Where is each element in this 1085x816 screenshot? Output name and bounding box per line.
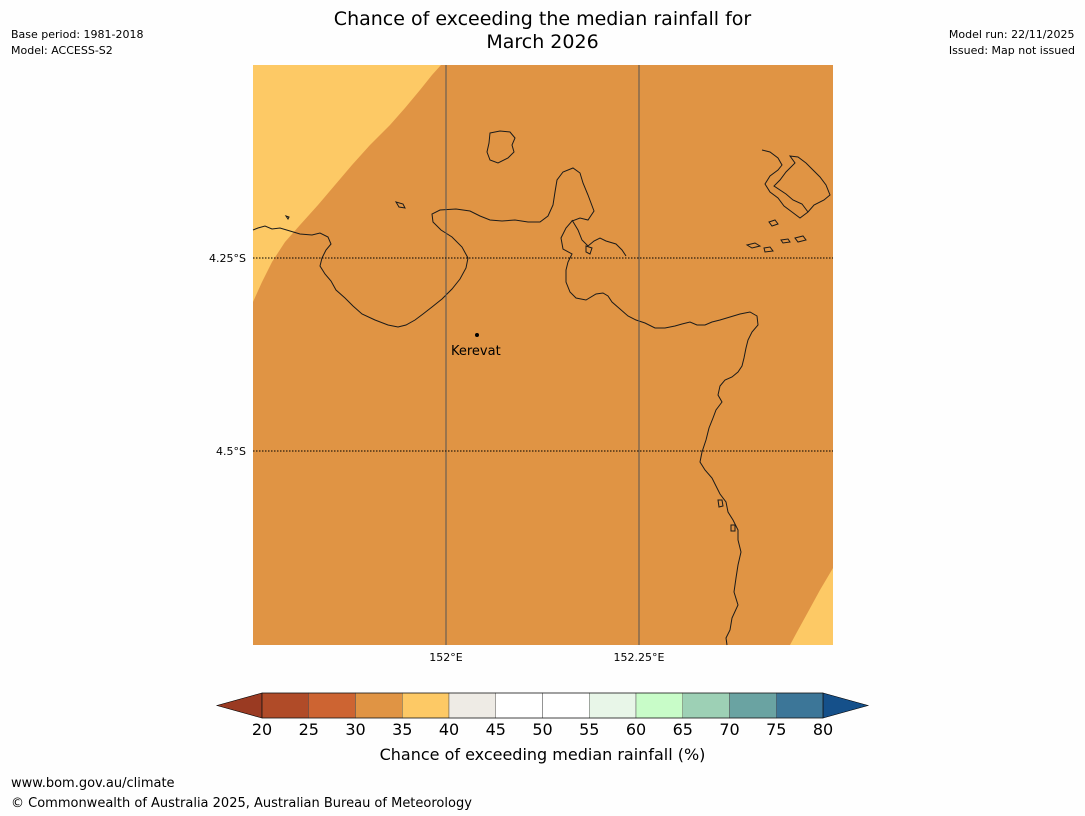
light-probability-region-southeast bbox=[790, 568, 833, 645]
colorbar-segment bbox=[448, 692, 496, 719]
colorbar-tick-label: 75 bbox=[766, 720, 786, 739]
coastline-duke-of-york-islet-4 bbox=[794, 235, 807, 243]
base-period-text: Base period: 1981-2018 bbox=[11, 28, 144, 41]
coastline-gazelle-peninsula bbox=[252, 167, 759, 646]
kerevat-marker bbox=[475, 333, 479, 337]
colorbar-tick-label: 60 bbox=[626, 720, 646, 739]
colorbar-segment bbox=[308, 692, 356, 719]
colorbar-title: Chance of exceeding median rainfall (%) bbox=[379, 745, 706, 764]
colorbar-tick-label: 70 bbox=[719, 720, 739, 739]
coastline-islet-b bbox=[394, 201, 406, 209]
coastline-duke-of-york-islet-1 bbox=[745, 242, 762, 249]
kerevat-label: Kerevat bbox=[451, 344, 501, 359]
map-title: Chance of exceeding the median rainfall … bbox=[0, 8, 1085, 54]
meta-left: Base period: 1981-2018 Model: ACCESS-S2 bbox=[11, 27, 143, 59]
coastlines bbox=[252, 130, 831, 646]
lon-label-152-25e: 152.25°E bbox=[614, 651, 665, 664]
model-run-text: Model run: 22/11/2025 bbox=[948, 28, 1075, 41]
graticule bbox=[253, 65, 833, 645]
map-panel: Kerevat 4.25°S 4.5°S 152°E 152.25°E bbox=[209, 65, 833, 664]
colorbar-tick-label: 30 bbox=[345, 720, 365, 739]
lon-label-152e: 152°E bbox=[429, 651, 462, 664]
colorbar-segment bbox=[495, 692, 543, 719]
colorbar-segment bbox=[542, 692, 590, 719]
colorbar-extend-low bbox=[215, 692, 263, 719]
colorbar-tick-label: 25 bbox=[299, 720, 319, 739]
coastline-inlet-east bbox=[571, 219, 627, 257]
colorbar-tick-label: 50 bbox=[532, 720, 552, 739]
footer-copyright: © Commonwealth of Australia 2025, Austra… bbox=[11, 796, 472, 811]
title-line-1: Chance of exceeding the median rainfall … bbox=[333, 8, 752, 30]
colorbar-tick-label: 35 bbox=[392, 720, 412, 739]
coastline-duke-of-york-islet-3 bbox=[780, 238, 791, 244]
colorbar-tick-label: 65 bbox=[673, 720, 693, 739]
coastline-islet-a bbox=[585, 245, 593, 255]
coastline-duke-of-york-islet-2 bbox=[763, 246, 774, 253]
colorbar-segment bbox=[355, 692, 403, 719]
meta-right: Model run: 22/11/2025 Issued: Map not is… bbox=[949, 27, 1075, 59]
colorbar-segment bbox=[729, 692, 777, 719]
light-probability-region-northwest bbox=[253, 65, 441, 302]
title-line-2: March 2026 bbox=[486, 31, 599, 53]
model-text: Model: ACCESS-S2 bbox=[11, 44, 113, 57]
footer-url: www.bom.gov.au/climate bbox=[11, 776, 175, 791]
colorbar-outline bbox=[261, 692, 824, 719]
colorbar-segment bbox=[589, 692, 637, 719]
lat-label-4-5s: 4.5°S bbox=[216, 445, 246, 458]
coastline-islet-e bbox=[730, 524, 736, 532]
issued-text: Issued: Map not issued bbox=[948, 44, 1075, 57]
coastline-islet-c bbox=[284, 215, 290, 220]
coastline-small-island-north bbox=[486, 130, 516, 164]
coastline-duke-of-york-islet-5 bbox=[768, 219, 779, 227]
colorbar-extend-high bbox=[822, 692, 870, 719]
coastline-duke-of-york-islands bbox=[761, 149, 831, 219]
lat-label-4-25s: 4.25°S bbox=[209, 252, 246, 265]
colorbar-tick-label: 20 bbox=[252, 720, 272, 739]
colorbar-tick-label: 80 bbox=[813, 720, 833, 739]
coastline-islet-d bbox=[717, 499, 724, 508]
colorbar-tick-label: 55 bbox=[579, 720, 599, 739]
colorbar-segment bbox=[682, 692, 730, 719]
colorbar: 20 25 30 35 40 45 50 55 60 65 70 75 80 bbox=[215, 692, 870, 739]
colorbar-segment bbox=[776, 692, 824, 719]
colorbar-segment bbox=[261, 692, 309, 719]
colorbar-segment bbox=[635, 692, 683, 719]
colorbar-tick-label: 40 bbox=[439, 720, 459, 739]
colorbar-segment bbox=[402, 692, 450, 719]
colorbar-tick-label: 45 bbox=[486, 720, 506, 739]
